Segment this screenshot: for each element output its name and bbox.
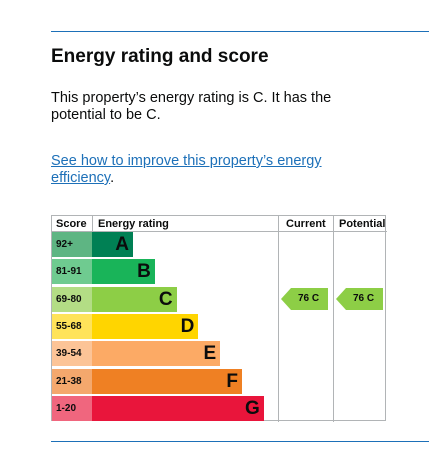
band-bar: G — [92, 395, 264, 421]
rating-band-g: 1-20 G — [52, 395, 278, 421]
band-bar: B — [92, 259, 155, 285]
section-top-divider — [51, 31, 429, 32]
rating-band-a: 92+ A — [52, 232, 278, 257]
band-score-range: 81-91 — [52, 259, 92, 285]
rating-column-divider — [278, 216, 279, 422]
band-bar: C — [92, 286, 177, 312]
rating-band-b: 81-91 B — [52, 259, 278, 285]
band-score-range: 69-80 — [52, 286, 92, 312]
current-marker-arrow — [281, 288, 328, 311]
band-letter: A — [115, 234, 129, 255]
header-row-divider — [52, 231, 387, 232]
potential-column-header: Potential — [339, 218, 386, 230]
band-bar: D — [92, 313, 199, 339]
link-suffix: . — [110, 170, 115, 186]
band-score-range: 92+ — [52, 232, 92, 257]
band-letter: B — [137, 261, 151, 283]
band-letter: D — [180, 315, 195, 337]
band-bar: A — [92, 232, 133, 257]
band-score-range: 39-54 — [52, 341, 92, 367]
improve-link-paragraph: See how to improve this property’s energ… — [51, 153, 351, 187]
score-column-divider — [92, 216, 93, 231]
section-bottom-divider — [51, 441, 429, 442]
potential-marker-arrow — [336, 288, 383, 311]
band-score-range: 1-20 — [52, 395, 92, 421]
rating-band-f: 21-38 F — [52, 368, 278, 394]
energy-rating-chart: Score Energy rating Current Potential 92… — [51, 215, 387, 422]
current-rating-marker: 76 C — [281, 288, 328, 311]
rating-band-c: 69-80 C — [52, 286, 278, 312]
band-bar: F — [92, 368, 242, 394]
potential-rating-marker: 76 C — [336, 288, 383, 311]
current-rating-label: 76 C — [297, 293, 320, 305]
band-bar: E — [92, 341, 221, 367]
band-score-range: 55-68 — [52, 313, 92, 339]
improve-efficiency-link[interactable]: See how to improve this property’s energ… — [51, 153, 322, 186]
current-column-header: Current — [286, 218, 326, 230]
energy-rating-column-header: Energy rating — [98, 218, 169, 230]
rating-band-d: 55-68 D — [52, 313, 278, 339]
current-column-divider — [333, 216, 334, 422]
potential-rating-label: 76 C — [352, 293, 375, 305]
band-letter: F — [226, 370, 238, 392]
band-score-range: 21-38 — [52, 368, 92, 394]
band-letter: G — [245, 397, 260, 419]
rating-band-e: 39-54 E — [52, 341, 278, 367]
band-letter: C — [158, 288, 173, 310]
score-column-header: Score — [56, 218, 87, 230]
section-heading: Energy rating and score — [51, 46, 269, 67]
band-letter: E — [203, 343, 217, 365]
energy-rating-summary: This property’s energy rating is C. It h… — [51, 90, 332, 123]
